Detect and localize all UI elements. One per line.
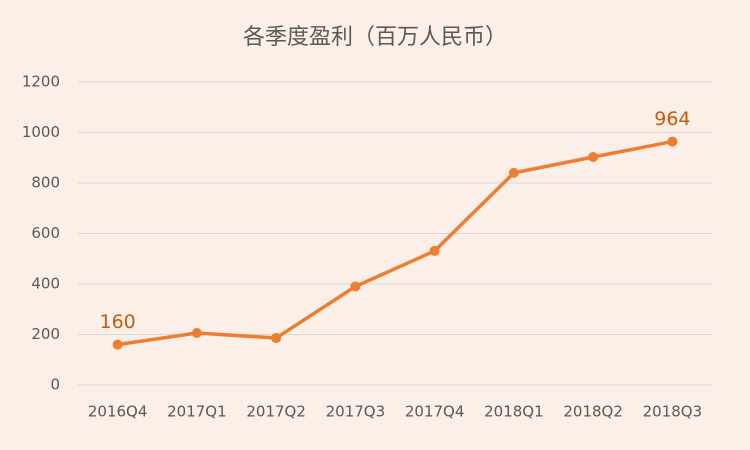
x-tick-label: 2018Q1: [484, 403, 544, 421]
point: [112, 339, 123, 350]
line: [117, 139, 673, 347]
data-label: 964: [654, 108, 690, 130]
x-tick-label: 2016Q4: [88, 403, 148, 421]
x-tick-label: 2018Q3: [643, 403, 703, 421]
y-tick-label: 200: [31, 325, 60, 343]
data-label: 160: [99, 311, 135, 333]
x-tick-label: 2017Q4: [405, 403, 465, 421]
point: [350, 281, 361, 292]
point: [588, 151, 599, 162]
y-tick-label: 600: [31, 224, 60, 242]
chart-title: 各季度盈利（百万人民币）: [243, 25, 507, 50]
y-tick-label: 1200: [22, 73, 60, 91]
x-tick-label: 2017Q2: [246, 403, 306, 421]
y-tick-label: 800: [31, 174, 60, 192]
x-tick-label: 2017Q3: [326, 403, 386, 421]
y-tick-label: 0: [50, 376, 60, 394]
y-tick-label: 1000: [22, 123, 60, 141]
point: [271, 333, 282, 344]
x-tick-label: 2017Q1: [167, 403, 227, 421]
point: [429, 245, 440, 256]
point: [508, 167, 519, 178]
y-tick-label: 400: [31, 275, 60, 293]
point: [667, 136, 678, 147]
point: [191, 327, 202, 338]
x-tick-label: 2018Q2: [563, 403, 623, 421]
